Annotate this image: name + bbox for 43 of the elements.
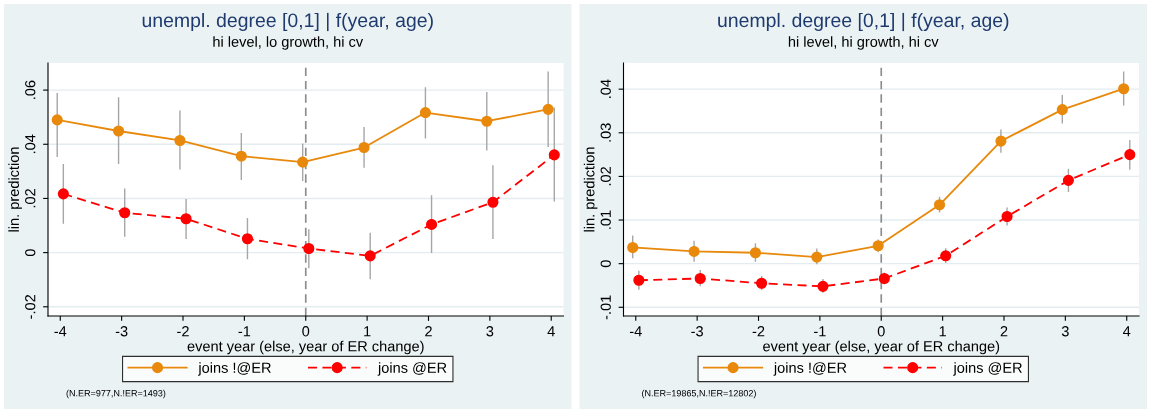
legend-label: joins @ER [953,362,1022,376]
y-tick-label: 0 [25,249,36,257]
x-tick-label: 1 [939,326,946,337]
y-tick-label: .06 [25,80,36,99]
y-axis-title: lin. prediction [583,147,598,232]
x-tick-label: -3 [115,326,128,337]
x-tick-label: 2 [425,326,432,337]
y-tick-label: -.02 [25,294,36,319]
chart-subtitle: hi level, lo growth, hi cv [213,36,364,50]
x-tick-label: 1 [364,326,371,337]
x-axis-title: event year (else, year of ER change) [187,340,424,355]
x-tick-label: -2 [752,326,765,337]
text: (N.ER=977,N.!ER=1493) [66,389,166,399]
y-tick-label: -.01 [600,295,611,320]
x-tick-label: 0 [302,326,310,337]
x-tick-label: -4 [629,326,642,337]
chart-title: unempl. degree [0,1] | f(year, age) [142,12,433,32]
y-tick-label: .04 [25,134,36,154]
legend-label: joins !@ER [773,362,847,376]
x-tick-label: 0 [877,326,885,337]
x-tick-label: 4 [1123,326,1131,337]
x-tick-label: 2 [1000,326,1008,337]
y-tick-label: 0 [600,260,611,268]
y-tick-label: .02 [600,167,611,186]
x-axis-title: event year (else, year of ER change) [763,340,1000,355]
x-tick-label: -1 [238,326,251,337]
y-tick-label: .01 [600,210,611,229]
x-tick-label: -1 [814,326,826,337]
chart-subtitle: hi level, hi growth, hi cv [788,36,939,50]
y-tick-label: .02 [25,189,36,208]
x-tick-label: -3 [691,326,703,337]
y-tick-label: .04 [600,79,611,98]
x-tick-label: 3 [486,326,494,337]
legend-label: joins @ER [377,362,447,376]
x-tick-label: -2 [177,326,189,337]
x-tick-label: 3 [1061,326,1069,337]
y-tick-label: .03 [600,123,611,142]
x-tick-label: -4 [54,326,67,337]
text: (N.ER=19865,N.!ER=12802) [642,389,756,399]
legend-label: joins !@ER [198,362,271,376]
y-axis-title: lin. prediction [8,147,22,232]
chart-title: unempl. degree [0,1] | f(year, age) [718,12,1009,32]
x-tick-label: 4 [547,326,555,337]
